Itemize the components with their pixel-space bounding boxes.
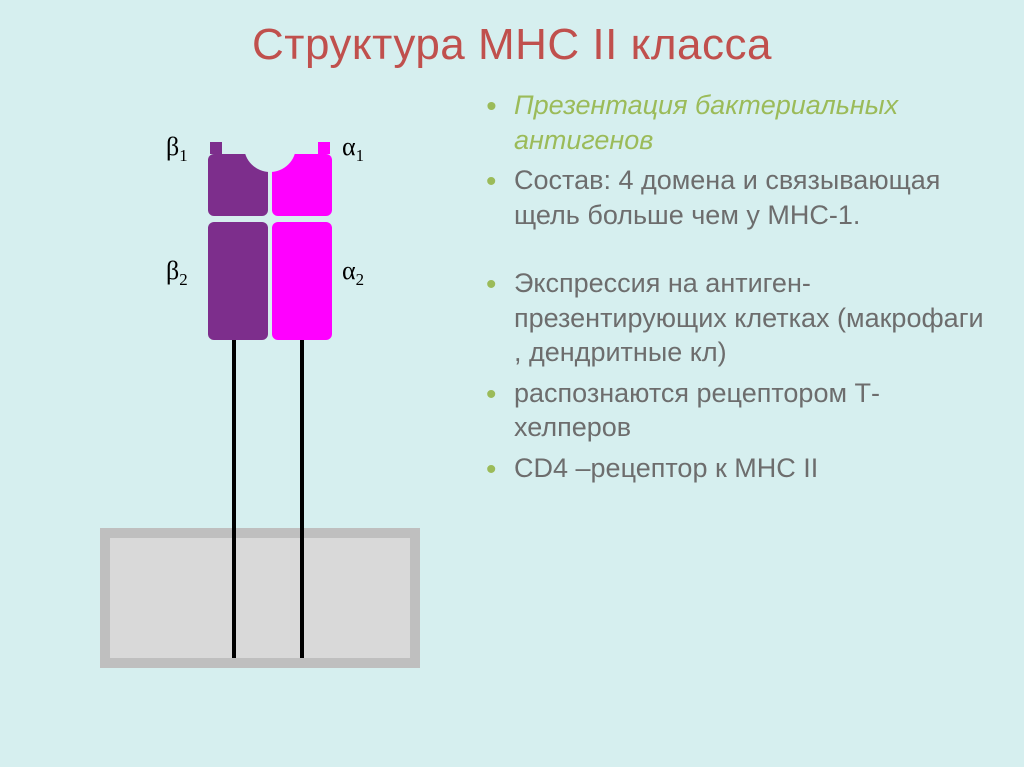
domain-alpha2 <box>272 222 332 340</box>
peg-beta <box>210 142 222 154</box>
domain-beta2 <box>208 222 268 340</box>
bullet-item: распознаются рецептором Т-хелперов <box>480 376 984 445</box>
bullet-item: Состав: 4 домена и связывающая щель боль… <box>480 163 984 232</box>
bullet-item: Экспрессия на антиген-презентирующих кле… <box>480 266 984 370</box>
label-alpha1: α1 <box>342 132 364 166</box>
bullet-item: Презентация бактериальных антигенов <box>480 88 984 157</box>
binding-cleft <box>244 120 296 172</box>
label-alpha2: α2 <box>342 256 364 290</box>
mhc-diagram: β1 α1 β2 α2 <box>100 128 420 688</box>
label-beta1: β1 <box>166 132 188 166</box>
peg-alpha <box>318 142 330 154</box>
diagram-column: β1 α1 β2 α2 <box>40 88 470 708</box>
slide: Структура МНС II класса <box>0 0 1024 767</box>
stem-beta <box>232 340 236 658</box>
slide-title: Структура МНС II класса <box>40 20 984 70</box>
stem-alpha <box>300 340 304 658</box>
bullets-column: Презентация бактериальных антигеновСоста… <box>470 88 984 708</box>
membrane <box>100 528 420 668</box>
label-beta2: β2 <box>166 256 188 290</box>
bullet-list: Презентация бактериальных антигеновСоста… <box>480 88 984 485</box>
bullet-gap <box>480 238 984 266</box>
content-row: β1 α1 β2 α2 Презентация бактериальных ан… <box>40 88 984 708</box>
bullet-item: CD4 –рецептор к МНС II <box>480 451 984 486</box>
membrane-inner <box>110 538 410 658</box>
